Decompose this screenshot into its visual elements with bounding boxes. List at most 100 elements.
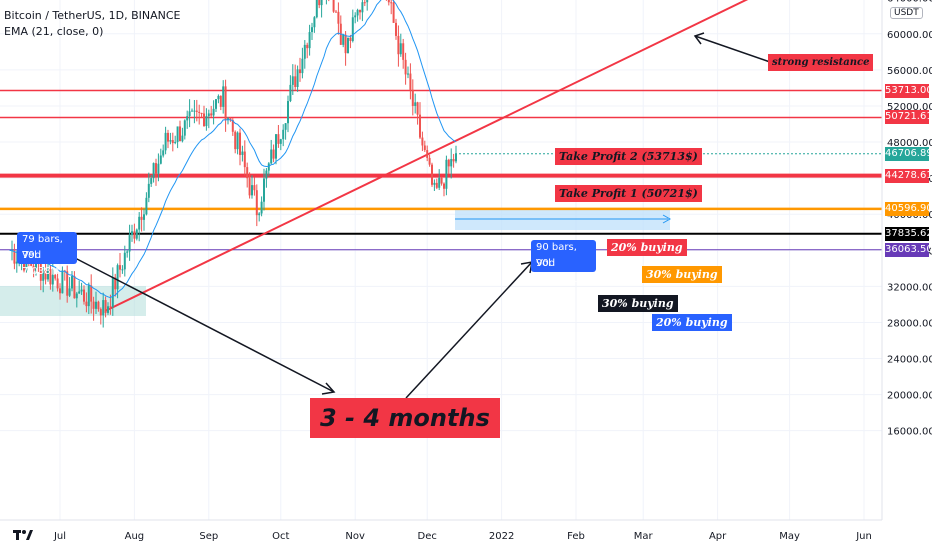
candle-body: [306, 44, 309, 49]
candle-body: [229, 118, 232, 121]
price-tag: 37835.62: [885, 226, 932, 241]
price-axis[interactable]: 72000.0068000.0064000.0060000.0056000.00…: [881, 0, 932, 520]
candle-body: [349, 37, 352, 41]
candle-body: [287, 101, 289, 124]
candle-body: [440, 177, 443, 184]
candle-body: [301, 58, 304, 74]
time-tick-label: Jun: [855, 531, 872, 542]
candle-body: [128, 235, 131, 252]
candle-body: [155, 163, 157, 174]
price-tag: 53713.00: [885, 83, 932, 98]
candle-body: [303, 44, 306, 59]
candle-body: [66, 271, 69, 296]
candle-body: [299, 69, 301, 74]
candle-body: [121, 269, 124, 271]
candle-body: [438, 177, 441, 188]
candle-body: [68, 288, 71, 296]
measure-bars: 79 bars, 79d: [22, 234, 63, 261]
candle-body: [203, 113, 205, 127]
candle-body: [135, 229, 138, 239]
measure-box-left[interactable]: 79 bars, 79d Vol 7.038M: [17, 232, 77, 277]
measure-box-right[interactable]: 90 bars, 90d Vol 105.271K: [531, 240, 596, 285]
candle-body: [282, 129, 285, 140]
candle-body: [80, 289, 83, 292]
candle-body: [313, 17, 316, 28]
candle-body: [179, 126, 181, 142]
candle-body: [234, 131, 237, 150]
candle-body: [123, 252, 126, 270]
candle-body: [157, 163, 160, 174]
price-tag: 40596.90: [885, 201, 932, 216]
price-tick-label: 52000.00: [887, 102, 932, 113]
ema-path: [9, 0, 457, 299]
candle-body: [354, 15, 357, 18]
candle-body: [13, 250, 16, 264]
candles: [11, 0, 457, 328]
price-tick-label: 28000.00: [887, 318, 932, 329]
candle-body: [248, 178, 251, 196]
arrow-line-left: [74, 257, 335, 393]
ema-legend: EMA (21, close, 0): [4, 25, 104, 38]
annotation-arrows: [74, 32, 771, 399]
candle-body: [270, 149, 273, 164]
candle-body: [414, 102, 417, 106]
candle-body: [426, 150, 429, 158]
candle-body: [85, 301, 88, 307]
candle-body: [107, 306, 109, 313]
candle-body: [210, 113, 213, 116]
candle-body: [409, 73, 412, 90]
candle-body: [102, 300, 105, 316]
candle-body: [198, 111, 201, 113]
arrow-line-right: [405, 261, 533, 399]
candle-body: [114, 277, 117, 290]
currency-button[interactable]: USDT: [890, 7, 923, 19]
candle-body: [258, 213, 261, 216]
time-tick-label: Nov: [345, 531, 365, 542]
candle-body: [455, 153, 457, 162]
take-profit-2-label: Take Profit 2 (53713$): [555, 148, 702, 165]
candle-body: [347, 37, 349, 54]
candle-body: [419, 114, 421, 138]
candle-body: [435, 182, 438, 188]
candle-body: [363, 2, 366, 4]
time-tick-label: Dec: [418, 531, 437, 542]
candle-body: [227, 118, 229, 120]
candle-body: [54, 275, 57, 279]
candle-body: [162, 150, 165, 156]
candle-body: [366, 0, 369, 3]
candle-body: [337, 11, 340, 24]
horizontal-levels: [0, 89, 882, 251]
price-tick-label: 60000.00: [887, 30, 932, 41]
candle-body: [284, 123, 287, 130]
candle-body: [277, 134, 280, 144]
candle-body: [279, 139, 282, 144]
arrow-line-resistance: [694, 35, 771, 63]
candle-body: [356, 9, 359, 16]
candle-body: [447, 159, 450, 167]
candle-body: [251, 185, 253, 196]
candle-body: [253, 185, 256, 191]
symbol-title: Bitcoin / TetherUS, 1D, BINANCE: [4, 9, 181, 22]
candle-body: [291, 76, 294, 85]
candle-body: [411, 89, 414, 106]
time-axis[interactable]: Jul Aug Sep Oct Nov Dec 2022 Feb Mar Apr May Jun: [0, 519, 882, 542]
candle-body: [260, 201, 263, 214]
candle-body: [416, 102, 419, 115]
candle-body: [246, 167, 249, 179]
candle-body: [59, 288, 61, 294]
candle-body: [351, 17, 354, 41]
candle-body: [167, 132, 169, 142]
candle-body: [219, 95, 222, 107]
candle-body: [215, 99, 217, 109]
candle-body: [119, 265, 121, 270]
buy-30-label-b: 30% buying: [598, 295, 678, 312]
candle-body: [311, 27, 313, 33]
candle-body: [176, 126, 179, 142]
candle-body: [267, 163, 270, 171]
tradingview-logo-icon[interactable]: [12, 528, 34, 542]
candle-body: [428, 157, 431, 165]
candle-body: [191, 110, 193, 112]
candle-body: [315, 0, 318, 18]
candle-body: [433, 182, 436, 185]
